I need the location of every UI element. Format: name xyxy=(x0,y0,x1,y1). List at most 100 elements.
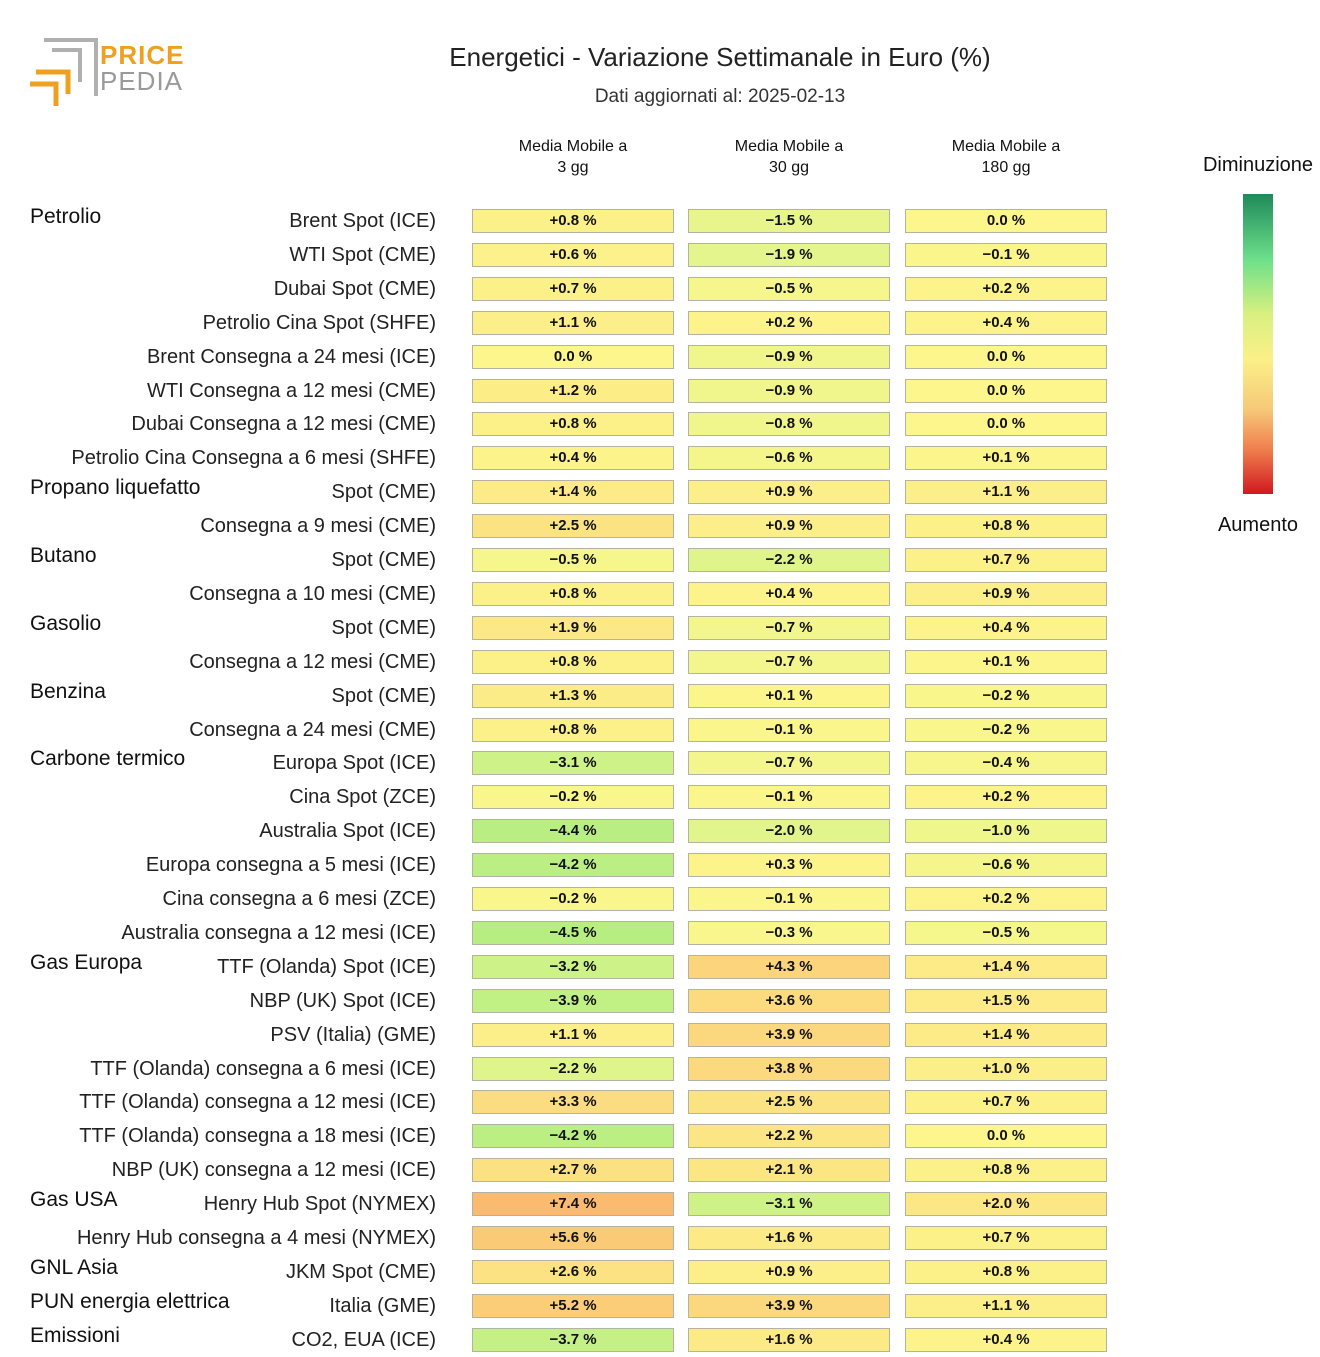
heatmap-cell: +1.2 % xyxy=(472,378,674,403)
row-label: Henry Hub Spot (NYMEX) xyxy=(203,1193,436,1216)
heatmap-cell: −0.1 % xyxy=(905,242,1107,267)
heatmap-cell: +0.8 % xyxy=(472,581,674,606)
heatmap-cell: 0.0 % xyxy=(905,412,1107,437)
group-label: GNL Asia xyxy=(30,1255,118,1279)
heatmap-cell: −3.1 % xyxy=(472,751,674,776)
heatmap-cell: +3.9 % xyxy=(688,1022,890,1047)
heatmap-cell: +3.3 % xyxy=(472,1090,674,1115)
heatmap-cell: +0.9 % xyxy=(688,514,890,539)
legend-label-increase: Aumento xyxy=(1217,514,1299,536)
heatmap-cell: +0.7 % xyxy=(905,548,1107,572)
row-label: Consegna a 9 mesi (CME) xyxy=(200,515,436,538)
row-label: TTF (Olanda) Spot (ICE) xyxy=(217,955,436,978)
heatmap-cell: 0.0 % xyxy=(905,1124,1107,1149)
heatmap-cell: +0.3 % xyxy=(688,853,890,878)
row-label: Australia Spot (ICE) xyxy=(259,820,436,843)
heatmap-cell: +4.3 % xyxy=(688,954,890,979)
row-label: WTI Spot (CME) xyxy=(289,243,436,266)
heatmap-cell: −1.9 % xyxy=(688,242,890,267)
heatmap-cell: +1.0 % xyxy=(905,1056,1107,1081)
heatmap-cell: +0.1 % xyxy=(905,649,1107,674)
heatmap-cell: −0.9 % xyxy=(688,378,890,403)
row-label: Consegna a 12 mesi (CME) xyxy=(189,650,436,673)
column-header-2: Media Mobile a 30 gg xyxy=(734,138,844,176)
heatmap-cell: +1.6 % xyxy=(688,1226,890,1250)
group-label: PUN energia elettrica xyxy=(30,1289,230,1313)
group-label: Emissioni xyxy=(30,1323,120,1347)
heatmap-cell: +1.4 % xyxy=(472,480,674,505)
heatmap-cell: −4.5 % xyxy=(472,920,674,945)
heatmap-cell: −0.3 % xyxy=(688,920,890,945)
heatmap-cell: 0.0 % xyxy=(905,378,1107,403)
heatmap-cell: −0.4 % xyxy=(905,751,1107,776)
heatmap-cell: −0.2 % xyxy=(472,785,674,810)
row-label: Brent Consegna a 24 mesi (ICE) xyxy=(146,345,436,368)
heatmap-cell: +2.6 % xyxy=(472,1259,674,1284)
row-label: Spot (CME) xyxy=(331,616,436,639)
heatmap-cell: +0.8 % xyxy=(472,717,674,742)
chart-title: Energetici - Variazione Settimanale in E… xyxy=(449,42,991,72)
heatmap-cell: −0.1 % xyxy=(688,887,890,911)
heatmap-cell: −1.5 % xyxy=(688,209,890,233)
heatmap-cell: +0.4 % xyxy=(905,1327,1107,1352)
row-label: TTF (Olanda) consegna a 6 mesi (ICE) xyxy=(90,1057,436,1080)
heatmap-cell: −0.2 % xyxy=(905,683,1107,708)
row-label: CO2, EUA (ICE) xyxy=(291,1328,436,1351)
heatmap-cell: +0.4 % xyxy=(688,581,890,606)
row-label: Italia (GME) xyxy=(329,1294,436,1317)
row-label: Australia consegna a 12 mesi (ICE) xyxy=(121,921,436,944)
heatmap-cell: 0.0 % xyxy=(905,209,1107,233)
heatmap-cell: −0.6 % xyxy=(905,853,1107,878)
heatmap-cell: −0.8 % xyxy=(688,412,890,437)
heatmap-cell: −4.2 % xyxy=(472,853,674,878)
row-label: Spot (CME) xyxy=(331,481,436,504)
heatmap-cell: +1.3 % xyxy=(472,683,674,708)
row-label: Dubai Consegna a 12 mesi (CME) xyxy=(131,413,436,436)
group-label: Gas USA xyxy=(30,1188,118,1212)
heatmap-cell: +1.9 % xyxy=(472,615,674,640)
heatmap-cell: +3.8 % xyxy=(688,1056,890,1081)
heatmap-cell: +0.2 % xyxy=(688,310,890,335)
heatmap-cell: −0.5 % xyxy=(905,920,1107,945)
heatmap-cell: +1.6 % xyxy=(688,1327,890,1352)
heatmap-cell: −3.1 % xyxy=(688,1192,890,1217)
heatmap-cell: 0.0 % xyxy=(472,344,674,369)
row-label: JKM Spot (CME) xyxy=(285,1260,436,1283)
heatmap-cell: +2.1 % xyxy=(688,1158,890,1183)
logo-word-pedia: PEDIA xyxy=(100,66,184,96)
heatmap-cell: +5.2 % xyxy=(472,1293,674,1318)
heatmap-cell: −0.7 % xyxy=(688,751,890,776)
heatmap-cell: −0.7 % xyxy=(688,615,890,640)
heatmap-cell: +0.6 % xyxy=(472,242,674,267)
heatmap-cell: +0.2 % xyxy=(905,276,1107,301)
group-label: Carbone termico xyxy=(30,747,186,771)
heatmap-cell: −0.1 % xyxy=(688,785,890,810)
heatmap-cell: −2.2 % xyxy=(472,1056,674,1081)
row-label: Brent Spot (ICE) xyxy=(289,210,436,232)
heatmap-cell: −0.2 % xyxy=(905,717,1107,742)
heatmap-cell: +1.1 % xyxy=(472,310,674,335)
heatmap-cell: +0.4 % xyxy=(905,310,1107,335)
group-label: Petrolio xyxy=(30,205,102,228)
heatmap-cell: +3.6 % xyxy=(688,988,890,1013)
heatmap-cell: +0.4 % xyxy=(472,446,674,471)
heatmap-cell: −0.1 % xyxy=(688,717,890,742)
heatmap-cell: +0.8 % xyxy=(905,1259,1107,1284)
heatmap-cell: +0.8 % xyxy=(472,412,674,437)
heatmap-cell: +1.1 % xyxy=(905,1293,1107,1318)
heatmap-cell: −3.9 % xyxy=(472,988,674,1013)
logo-mark-icon xyxy=(30,38,98,106)
heatmap-cell: −4.2 % xyxy=(472,1124,674,1149)
group-label: Benzina xyxy=(30,679,106,703)
heatmap-cell: +0.9 % xyxy=(688,480,890,505)
heatmap-cell: −3.2 % xyxy=(472,954,674,979)
heatmap-cell: −0.9 % xyxy=(688,344,890,369)
heatmap-cell: +5.6 % xyxy=(472,1226,674,1250)
group-label: Butano xyxy=(30,544,97,567)
heatmap-cell: +0.9 % xyxy=(688,1259,890,1284)
pricepedia-logo: PRICE PEDIA xyxy=(30,38,190,110)
row-label: PSV (Italia) (GME) xyxy=(270,1023,436,1046)
row-label: TTF (Olanda) consegna a 18 mesi (ICE) xyxy=(79,1125,436,1148)
heatmap-cell: −2.0 % xyxy=(688,819,890,844)
